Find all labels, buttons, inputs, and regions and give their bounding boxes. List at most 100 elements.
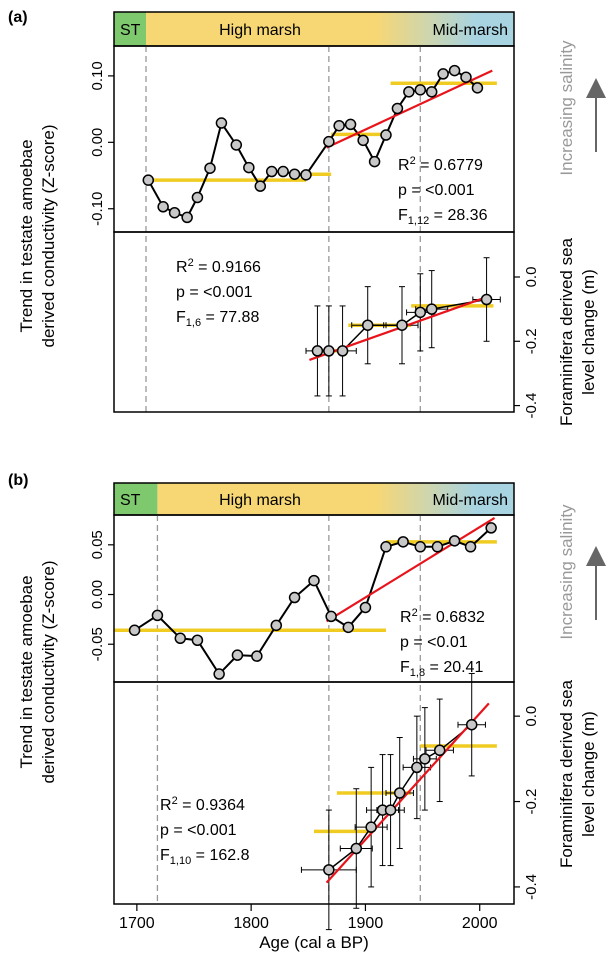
data-point-b-top-3	[191, 634, 204, 646]
right-axis-label-a-line1: Foraminifera derived sea	[557, 237, 576, 426]
f-statistic-b-top: F1,8 = 20.41	[400, 659, 483, 679]
plot-a-sea-level: -0.4 -0.2 0.0 R2 = 0.9166 p = <0.001 F1,6 = 7…	[113, 231, 540, 419]
ytick-label-b-bottom-1: -0.2	[523, 789, 540, 815]
xtick-label-2: 1900	[348, 915, 384, 932]
data-point-b-bottom-8	[433, 744, 446, 757]
data-point-b-top-1	[151, 609, 164, 622]
data-point-b-bottom-5	[393, 787, 406, 799]
left-axis-label-a-line1: Trend in testate amoebae	[17, 139, 36, 332]
f-statistic-a-top: F1,12 = 28.36	[398, 207, 488, 227]
data-point-a-bottom-5	[414, 306, 427, 319]
data-point-a-bottom-7	[480, 293, 493, 306]
data-point-b-top-13	[380, 541, 392, 553]
right-axis-label-b-line1: Foraminifera derived sea	[557, 679, 576, 868]
data-point-a-top-5	[204, 162, 216, 174]
conductivity-line-a	[147, 69, 479, 219]
regression-line-a-top	[326, 69, 493, 149]
regression-line-b-top	[325, 517, 496, 623]
data-point-b-top-0	[128, 624, 141, 637]
data-point-b-top-10	[325, 610, 337, 623]
data-point-b-top-19	[485, 522, 497, 534]
data-point-a-bottom-6	[425, 303, 438, 315]
data-point-a-top-15	[333, 119, 345, 132]
zone-a-0	[114, 12, 146, 46]
data-point-b-bottom-1	[350, 842, 363, 855]
f-statistic-b-bottom: F1,10 = 162.8	[160, 847, 250, 867]
xtick-label-1: 1800	[233, 915, 269, 932]
data-point-b-top-6	[251, 650, 263, 662]
plot-a-conductivity: -0.10 0.00 0.10 R2 = 0.6779 p = <0.001 F1,12 …	[89, 45, 515, 412]
data-point-b-top-16	[431, 541, 444, 553]
zone-gradient-b	[376, 483, 476, 515]
ytick-label-a-top-0: -0.10	[89, 192, 106, 226]
data-point-a-bottom-2	[336, 345, 349, 357]
p-value-a-bottom: p = <0.001	[176, 284, 253, 301]
ytick-label-a-bottom-2: 0.0	[523, 267, 540, 288]
data-point-a-top-22	[414, 84, 427, 96]
right-axis-label-b-line2: level change (m)	[579, 711, 598, 837]
data-point-a-bottom-1	[323, 345, 335, 357]
data-point-a-top-0	[142, 174, 155, 186]
data-point-a-top-4	[191, 191, 204, 204]
data-point-a-top-12	[288, 168, 301, 180]
ytick-label-a-bottom-1: -0.2	[523, 328, 540, 354]
data-point-b-bottom-9	[465, 718, 478, 731]
data-point-a-top-25	[448, 64, 461, 77]
data-point-a-top-13	[300, 169, 312, 181]
data-point-a-top-10	[265, 165, 278, 178]
data-point-b-top-2	[174, 632, 187, 645]
panel-b: (b) ST High marsh Mid-marsh -0.05 0.00 0.05 R…	[8, 472, 606, 931]
zone-label-b-0: ST	[120, 492, 141, 509]
data-point-b-bottom-0	[323, 864, 335, 876]
data-point-b-top-9	[308, 574, 320, 587]
ytick-label-b-top-0: -0.05	[89, 627, 106, 661]
xtick-label-3: 2000	[462, 915, 498, 932]
r-squared-a-top: R2 = 0.6779	[398, 155, 483, 174]
data-point-b-top-5	[231, 649, 244, 661]
data-point-a-top-27	[471, 82, 484, 94]
plot-b-sea-level: -0.4 -0.2 0.0 R2 = 0.9364 p = <0.001 F1,10 = …	[113, 672, 540, 931]
data-point-a-top-14	[323, 135, 335, 148]
data-point-a-top-23	[425, 86, 438, 98]
left-axis-label-b-line2: derived conductivity (Z-score)	[39, 561, 58, 784]
data-point-a-top-21	[403, 86, 415, 98]
data-point-a-top-26	[460, 71, 472, 83]
plot-b-conductivity: -0.05 0.00 0.05 R2 = 0.6832 p = <0.01 F1,8 = …	[89, 514, 515, 904]
data-point-b-top-7	[270, 619, 283, 632]
p-value-a-top: p = <0.001	[398, 182, 475, 199]
left-axis-label-a-line2: derived conductivity (Z-score)	[39, 125, 58, 348]
ytick-label-b-bottom-2: 0.0	[523, 706, 540, 727]
r-squared-b-top: R2 = 0.6832	[400, 607, 485, 626]
data-point-a-bottom-0	[311, 345, 324, 357]
data-point-a-top-7	[230, 139, 243, 151]
data-point-a-top-6	[215, 117, 228, 129]
data-point-b-top-14	[397, 536, 409, 548]
zone-label-a-0: ST	[120, 22, 141, 39]
data-point-b-bottom-6	[411, 761, 423, 774]
ytick-label-a-bottom-0: -0.4	[523, 393, 540, 419]
data-point-b-top-11	[342, 621, 355, 634]
zone-label-b-2: Mid-marsh	[432, 492, 508, 509]
data-point-b-top-17	[448, 535, 461, 547]
zone-bar-b: ST High marsh Mid-marsh	[113, 482, 515, 516]
data-point-a-top-1	[157, 201, 169, 213]
plot-frame-a-bottom	[113, 231, 515, 413]
zone-label-a-2: Mid-marsh	[432, 22, 508, 39]
f-statistic-a-bottom: F1,6 = 77.88	[176, 309, 259, 329]
p-value-b-bottom: p = <0.001	[160, 822, 237, 839]
xtick-label-0: 1700	[119, 915, 155, 932]
data-point-a-top-8	[243, 161, 255, 174]
p-value-b-top: p = <0.01	[400, 634, 468, 651]
zone-b-1	[157, 483, 389, 515]
ytick-label-a-top-2: 0.10	[89, 61, 106, 90]
ytick-label-b-top-1: 0.00	[89, 580, 106, 609]
data-point-a-top-18	[368, 155, 381, 168]
data-point-a-top-19	[380, 129, 392, 141]
data-point-a-top-2	[168, 206, 181, 219]
r-squared-a-bottom: R2 = 0.9166	[176, 257, 261, 276]
r-squared-b-bottom: R2 = 0.9364	[160, 795, 245, 814]
salinity-label-b: Increasing salinity	[557, 504, 576, 640]
zone-bar-a: ST High marsh Mid-marsh	[113, 11, 515, 47]
data-point-a-bottom-4	[396, 319, 408, 331]
